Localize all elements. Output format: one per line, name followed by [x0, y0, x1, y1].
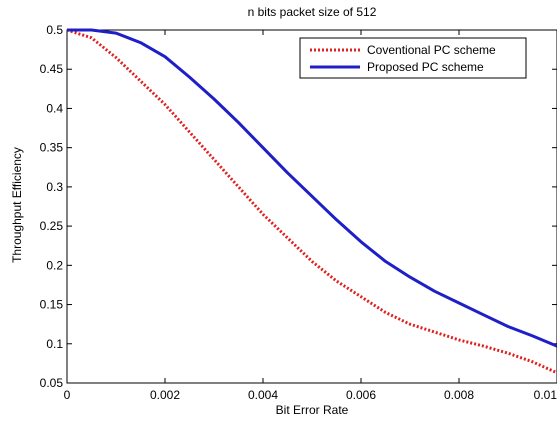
legend-label-2: Proposed PC scheme — [367, 60, 484, 74]
y-tick-label: 0.35 — [40, 141, 64, 155]
x-tick-label: 0 — [64, 388, 71, 402]
y-tick-label: 0.25 — [40, 219, 64, 233]
y-tick-label: 0.05 — [40, 376, 64, 390]
y-tick-label: 0.1 — [46, 337, 63, 351]
y-tick-label: 0.45 — [40, 62, 64, 76]
legend-label-1: Coventional PC scheme — [367, 43, 496, 57]
y-tick-label: 0.5 — [46, 23, 63, 37]
legend: Coventional PC scheme Proposed PC scheme — [299, 37, 527, 79]
x-tick-label: 0.002 — [150, 388, 180, 402]
y-tick-label: 0.2 — [46, 258, 63, 272]
y-tick-label: 0.3 — [46, 180, 63, 194]
y-axis-label: Throughput Efficiency — [10, 147, 24, 263]
series-line-2 — [67, 28, 557, 348]
x-tick-label: 0.006 — [346, 388, 376, 402]
x-tick-label: 0.008 — [444, 388, 474, 402]
x-tick-label: 0.004 — [248, 388, 278, 402]
y-tick-label: 0.4 — [46, 101, 63, 115]
legend-box — [299, 37, 527, 79]
chart-title: n bits packet size of 512 — [248, 5, 377, 19]
x-tick-label: 0.01 — [534, 388, 557, 402]
y-tick-label: 0.15 — [40, 298, 64, 312]
series-line-1 — [66, 28, 557, 375]
axes-frame — [66, 29, 557, 384]
plot-area: 0 0.002 0.004 0.006 0.008 0.01 0.05 0.1 0.15 0.2 0… — [40, 23, 557, 402]
x-axis-label: Bit Error Rate — [276, 403, 349, 417]
